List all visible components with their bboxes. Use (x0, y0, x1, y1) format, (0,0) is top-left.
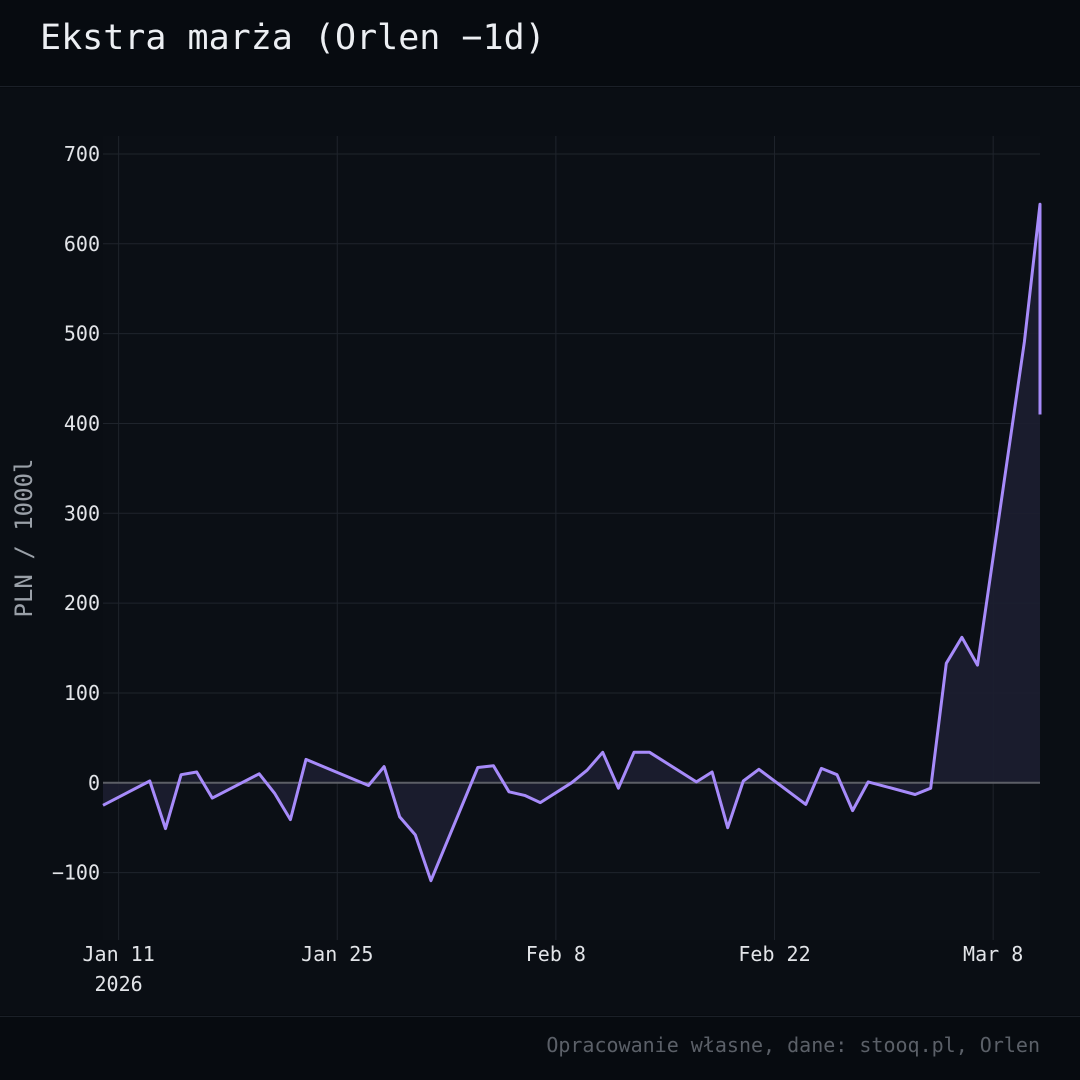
header: Ekstra marża (Orlen −1d) (0, 0, 1080, 87)
y-tick-label: −100 (52, 861, 100, 885)
series-line (102, 202, 1042, 883)
source-note: Opracowanie własne, dane: stooq.pl, Orle… (546, 1033, 1040, 1057)
x-tick-sublabel: 2026 (95, 972, 143, 996)
y-tick-label: 100 (64, 681, 100, 705)
y-tick-label: 500 (64, 322, 100, 346)
y-tick-label: 600 (64, 232, 100, 256)
x-tick-label: Feb 22 (738, 942, 810, 966)
x-tick-label: Jan 11 (82, 942, 154, 966)
y-tick-label: 400 (64, 411, 100, 435)
x-tick-label: Feb 8 (526, 942, 586, 966)
x-tick-label: Mar 8 (963, 942, 1023, 966)
y-axis-ticks: −100 0 100 200 300 400 500 600 700 (52, 142, 100, 885)
y-tick-label: 700 (64, 142, 100, 166)
grid (103, 136, 1040, 940)
y-tick-label: 200 (64, 591, 100, 615)
x-axis-ticks: Jan 11 2026 Jan 25 Feb 8 Feb 22 Mar 8 (82, 942, 1023, 996)
chart-title: Ekstra marża (Orlen −1d) (40, 18, 546, 58)
y-tick-label: 0 (88, 771, 100, 795)
x-tick-label: Jan 25 (301, 942, 373, 966)
footer: Opracowanie własne, dane: stooq.pl, Orle… (0, 1016, 1080, 1080)
y-tick-label: 300 (64, 501, 100, 525)
plot-background (103, 136, 1040, 940)
chart-area: −100 0 100 200 300 400 500 600 700 Jan 11 2026 Jan… (0, 88, 1080, 1015)
y-axis-title: PLN / 1000l (10, 459, 38, 618)
